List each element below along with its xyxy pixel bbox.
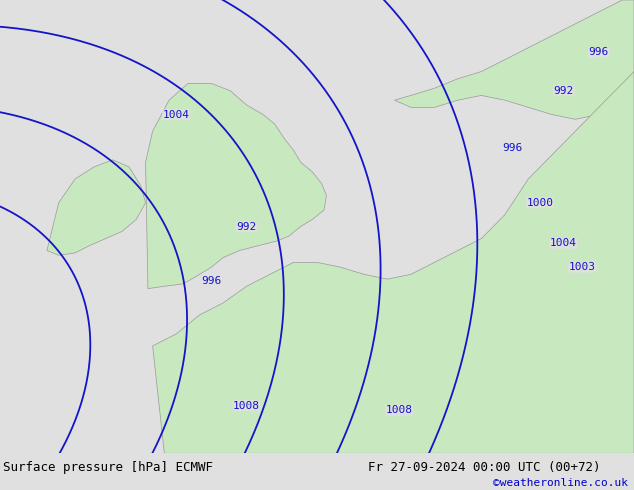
Text: 992: 992 xyxy=(553,86,574,96)
Text: 1004: 1004 xyxy=(162,109,190,120)
Text: 996: 996 xyxy=(501,143,522,153)
Text: Surface pressure [hPa] ECMWF: Surface pressure [hPa] ECMWF xyxy=(3,462,213,474)
Text: 996: 996 xyxy=(201,276,221,287)
Text: 1008: 1008 xyxy=(233,400,260,411)
Text: ©weatheronline.co.uk: ©weatheronline.co.uk xyxy=(493,478,628,488)
Text: 996: 996 xyxy=(588,48,609,57)
Text: 992: 992 xyxy=(236,221,257,232)
Text: 1000: 1000 xyxy=(527,198,553,208)
Text: 1003: 1003 xyxy=(569,262,596,272)
Polygon shape xyxy=(394,0,634,119)
Text: Fr 27-09-2024 00:00 UTC (00+72): Fr 27-09-2024 00:00 UTC (00+72) xyxy=(368,462,600,474)
Text: 1004: 1004 xyxy=(550,238,577,248)
Polygon shape xyxy=(47,160,146,255)
Text: 1008: 1008 xyxy=(385,405,413,416)
Polygon shape xyxy=(146,83,327,289)
Polygon shape xyxy=(153,72,634,453)
